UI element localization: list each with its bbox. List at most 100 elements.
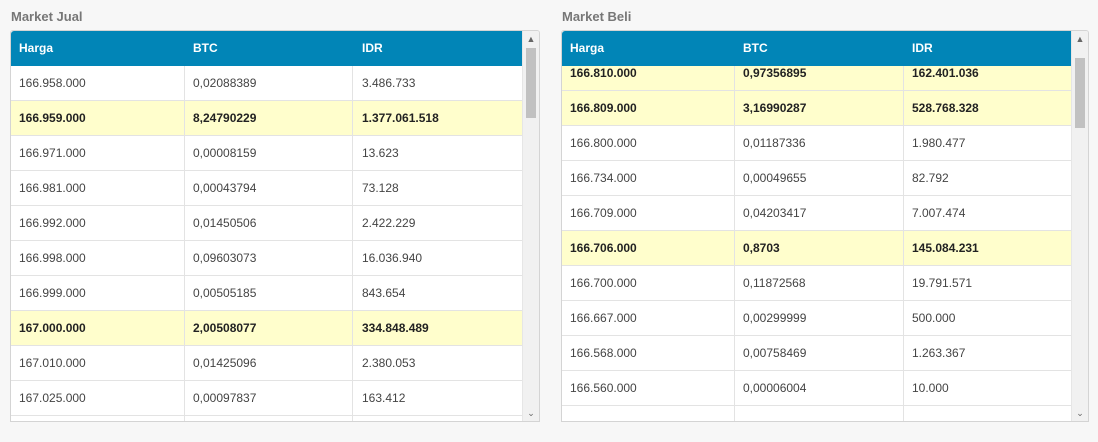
price-cell: 166.667.000	[570, 311, 637, 325]
idr-cell: 1.377.061.518	[362, 111, 439, 125]
table-row[interactable]: 166.568.000 0,00758469 1.263.367	[562, 336, 1071, 371]
price-cell: 166.700.000	[570, 276, 637, 290]
btc-cell: 0,97356895	[743, 66, 807, 80]
idr-cell: 528.768.328	[912, 101, 979, 115]
price-cell: 166.560.000	[570, 381, 637, 395]
table-row[interactable]: 166.709.000 0,04203417 7.007.474	[562, 196, 1071, 231]
scroll-thumb[interactable]	[526, 48, 536, 118]
buy-order-grid: Harga BTC IDR 166.810.000 0,97356895 162.4…	[562, 31, 1071, 421]
table-row[interactable]: 166.958.000 0,02088389 3.486.733	[11, 66, 522, 101]
btc-cell: 0,8703	[743, 241, 780, 255]
btc-cell: 0,01187336	[743, 136, 806, 150]
btc-cell: 3,16990287	[743, 101, 807, 115]
idr-cell: 843.654	[362, 286, 406, 300]
btc-cell: 0,02088389	[193, 76, 257, 90]
buy-table-header: Harga BTC IDR	[562, 31, 1071, 66]
buy-table-body: 166.810.000 0,97356895 162.401.036 166.809.…	[562, 56, 1071, 421]
btc-cell: 0,09603073	[193, 251, 257, 265]
idr-cell: 163.412	[362, 391, 406, 405]
idr-cell: 16.036.940	[362, 251, 423, 265]
idr-cell: 19.791.571	[912, 276, 973, 290]
table-row[interactable]: 167.025.000 0,00097837 163.412	[11, 381, 522, 416]
btc-cell: 0,00505185	[193, 286, 257, 300]
table-row[interactable]: 166.981.000 0,00043794 73.128	[11, 171, 522, 206]
price-cell: 166.734.000	[570, 171, 637, 185]
scroll-thumb[interactable]	[1075, 58, 1085, 128]
price-cell: 167.025.000	[19, 391, 86, 405]
table-row[interactable]	[562, 406, 1071, 421]
sell-table-header: Harga BTC IDR	[11, 31, 522, 66]
btc-cell: 2,00508077	[193, 321, 257, 335]
price-cell: 166.992.000	[19, 216, 86, 230]
idr-cell: 334.848.489	[362, 321, 429, 335]
idr-cell: 2.380.053	[362, 356, 416, 370]
buy-market-panel: Market Beli Harga BTC IDR 166.810.000 0,9…	[561, 0, 1089, 422]
table-row[interactable]: 167.010.000 0,01425096 2.380.053	[11, 346, 522, 381]
sell-order-grid: Harga BTC IDR 166.958.000 0,02088389 3.486…	[11, 31, 522, 421]
column-divider	[184, 66, 185, 421]
column-header-btc[interactable]: BTC	[743, 41, 768, 55]
column-header-price[interactable]: Harga	[570, 41, 605, 55]
table-row[interactable]: 166.998.000 0,09603073 16.036.940	[11, 241, 522, 276]
price-cell: 166.568.000	[570, 346, 637, 360]
table-row[interactable]: 166.700.000 0,11872568 19.791.571	[562, 266, 1071, 301]
buy-market-title: Market Beli	[562, 9, 632, 24]
column-header-idr[interactable]: IDR	[362, 41, 383, 55]
btc-cell: 0,00043794	[193, 181, 257, 195]
idr-cell: 10.000	[912, 381, 949, 395]
table-row[interactable]: 166.667.000 0,00299999 500.000	[562, 301, 1071, 336]
table-row[interactable]: 166.706.000 0,8703 145.084.231	[562, 231, 1071, 266]
idr-cell: 82.792	[912, 171, 949, 185]
btc-cell: 0,00299999	[743, 311, 807, 325]
btc-cell: 0,11872568	[743, 276, 806, 290]
price-cell: 166.971.000	[19, 146, 86, 160]
sell-market-title: Market Jual	[11, 9, 83, 24]
table-row[interactable]: 166.959.000 8,24790229 1.377.061.518	[11, 101, 522, 136]
price-cell: 166.998.000	[19, 251, 86, 265]
idr-cell: 500.000	[912, 311, 956, 325]
idr-cell: 73.128	[362, 181, 399, 195]
price-cell: 166.709.000	[570, 206, 637, 220]
price-cell: 166.800.000	[570, 136, 637, 150]
column-divider	[734, 66, 735, 421]
btc-cell: 0,00758469	[743, 346, 807, 360]
table-row[interactable]: 166.560.000 0,00006004 10.000	[562, 371, 1071, 406]
price-cell: 167.000.000	[19, 321, 86, 335]
btc-cell: 0,01425096	[193, 356, 257, 370]
chevron-down-icon[interactable]: ⌄	[527, 408, 535, 418]
idr-cell: 7.007.474	[912, 206, 966, 220]
btc-cell: 0,01450506	[193, 216, 257, 230]
buy-order-table: Harga BTC IDR 166.810.000 0,97356895 162.4…	[561, 30, 1089, 422]
price-cell: 166.958.000	[19, 76, 86, 90]
idr-cell: 1.263.367	[912, 346, 966, 360]
price-cell: 166.999.000	[19, 286, 86, 300]
table-row[interactable]: 166.999.000 0,00505185 843.654	[11, 276, 522, 311]
column-header-idr[interactable]: IDR	[912, 41, 933, 55]
table-row[interactable]: 166.992.000 0,01450506 2.422.229	[11, 206, 522, 241]
sell-market-panel: Market Jual Harga BTC IDR 166.958.000 0,0…	[10, 0, 540, 422]
table-row[interactable]: 166.809.000 3,16990287 528.768.328	[562, 91, 1071, 126]
price-cell: 166.981.000	[19, 181, 86, 195]
idr-cell: 3.486.733	[362, 76, 416, 90]
column-header-price[interactable]: Harga	[19, 41, 54, 55]
column-divider	[352, 66, 353, 421]
table-row[interactable]: 166.800.000 0,01187336 1.980.477	[562, 126, 1071, 161]
table-row[interactable]: 166.971.000 0,00008159 13.623	[11, 136, 522, 171]
price-cell: 166.959.000	[19, 111, 86, 125]
idr-cell: 2.422.229	[362, 216, 416, 230]
chevron-up-icon[interactable]: ▲	[1075, 34, 1085, 44]
price-cell: 166.809.000	[570, 101, 637, 115]
btc-cell: 8,24790229	[193, 111, 257, 125]
btc-cell: 0,04203417	[743, 206, 807, 220]
column-header-btc[interactable]: BTC	[193, 41, 218, 55]
btc-cell: 0,00008159	[193, 146, 257, 160]
idr-cell: 13.623	[362, 146, 399, 160]
chevron-up-icon[interactable]: ▲	[526, 34, 536, 44]
table-row[interactable]: 166.734.000 0,00049655 82.792	[562, 161, 1071, 196]
sell-table-body: 166.958.000 0,02088389 3.486.733 166.959.00…	[11, 66, 522, 416]
buy-scrollbar[interactable]: ▲ ⌄	[1071, 31, 1088, 421]
sell-scrollbar[interactable]: ▲ ⌄	[522, 31, 539, 421]
chevron-down-icon[interactable]: ⌄	[1076, 408, 1084, 418]
table-row[interactable]: 167.000.000 2,00508077 334.848.489	[11, 311, 522, 346]
btc-cell: 0,00049655	[743, 171, 807, 185]
